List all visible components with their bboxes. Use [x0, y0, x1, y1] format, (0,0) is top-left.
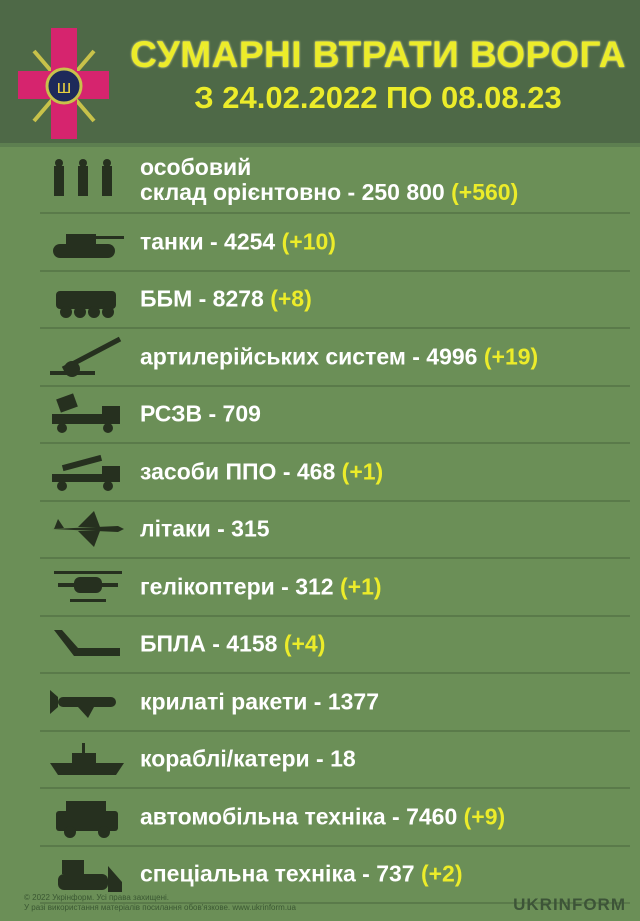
- mlrs-icon: [52, 393, 120, 434]
- loss-label: спеціальна техніка - 737 (+2): [140, 860, 463, 887]
- loss-label: артилерійських систем - 4996 (+19): [140, 344, 538, 369]
- loss-item: гелікоптери - 312 (+1): [40, 559, 630, 617]
- helicopter-icon: [54, 570, 122, 602]
- loss-delta: (+1): [339, 573, 382, 600]
- loss-count: РСЗВ - 709: [140, 400, 261, 427]
- loss-label: крилаті ракети - 1377: [140, 689, 379, 714]
- copyright: © 2022 Укрінформ. Усі права захищені. У …: [24, 893, 296, 913]
- loss-item: ББМ - 8278 (+8): [40, 272, 630, 329]
- loss-item: літаки - 315: [40, 502, 630, 559]
- loss-delta: (+19): [483, 343, 539, 370]
- loss-count: гелікоптери - 312: [140, 573, 334, 600]
- loss-label: гелікоптери - 312 (+1): [140, 574, 382, 599]
- loss-delta: (+1): [341, 458, 384, 485]
- copyright-line: © 2022 Укрінформ. Усі права захищені.: [24, 893, 169, 902]
- loss-label: засоби ППО - 468 (+1): [140, 459, 383, 484]
- apc-icon: [56, 291, 116, 319]
- loss-item: спеціальна техніка - 737 (+2): [40, 847, 630, 904]
- loss-label: танки - 4254 (+10): [140, 229, 336, 254]
- soldiers-icon: [54, 159, 112, 196]
- svg-text:ш: ш: [57, 77, 71, 97]
- loss-count: кораблі/катери - 18: [140, 745, 356, 772]
- loss-count: автомобільна техніка - 7460: [140, 803, 458, 830]
- loss-label: автомобільна техніка - 7460 (+9): [140, 804, 505, 829]
- loss-label: кораблі/катери - 18: [140, 745, 356, 772]
- jet-icon: [52, 511, 124, 548]
- usage-note: У разі використання матеріалів посилання…: [24, 903, 296, 912]
- loss-count: літаки - 315: [140, 515, 270, 542]
- loss-item: кораблі/катери - 18: [40, 732, 630, 789]
- artillery-icon: [50, 336, 122, 377]
- header: ш СУМАРНІ ВТРАТИ ВОРОГА З 24.02.2022 ПО …: [0, 0, 640, 147]
- loss-count: крилаті ракети - 1377: [140, 688, 379, 715]
- ukrinform-logo: UKRINFORM: [513, 895, 626, 914]
- loss-label: БПЛА - 4158 (+4): [140, 630, 326, 657]
- page-title: СУМАРНІ ВТРАТИ ВОРОГА: [130, 34, 626, 75]
- armed-forces-emblem-icon: ш: [18, 28, 109, 139]
- page-subtitle: З 24.02.2022 ПО 08.08.23: [194, 80, 562, 115]
- vehicle-icon: [56, 800, 118, 838]
- missile-icon: [50, 689, 116, 718]
- bulldozer-icon: [58, 860, 122, 893]
- losses-list: особовий склад орієнтовно - 250 800 (+560…: [0, 148, 640, 904]
- loss-count: спеціальна техніка - 737: [140, 860, 415, 887]
- loss-delta: (+4): [283, 630, 326, 657]
- loss-item: автомобільна техніка - 7460 (+9): [40, 789, 630, 847]
- loss-item: крилаті ракети - 1377: [40, 674, 630, 732]
- loss-label-line: особовий: [140, 154, 252, 180]
- loss-label: ББМ - 8278 (+8): [140, 285, 312, 312]
- drone-icon: [54, 630, 120, 657]
- loss-item: особовий склад орієнтовно - 250 800 (+560…: [40, 148, 630, 214]
- loss-delta: (+9): [463, 803, 506, 830]
- loss-delta: (+560): [451, 179, 519, 205]
- loss-count: склад орієнтовно - 250 800: [140, 179, 445, 205]
- loss-count: артилерійських систем - 4996: [140, 343, 478, 370]
- loss-label: літаки - 315: [140, 515, 270, 542]
- loss-item: засоби ППО - 468 (+1): [40, 444, 630, 502]
- tank-icon: [53, 233, 124, 258]
- loss-item: РСЗВ - 709: [40, 387, 630, 444]
- loss-count: БПЛА - 4158: [140, 630, 278, 657]
- loss-item: БПЛА - 4158 (+4): [40, 617, 630, 674]
- ship-icon: [50, 743, 124, 776]
- loss-delta: (+2): [420, 860, 463, 887]
- loss-delta: (+8): [270, 285, 312, 312]
- loss-label: РСЗВ - 709: [140, 400, 261, 427]
- loss-item: танки - 4254 (+10): [40, 214, 630, 272]
- loss-count: ББМ - 8278: [140, 285, 264, 312]
- loss-item: артилерійських систем - 4996 (+19): [40, 329, 630, 387]
- loss-count: танки - 4254: [140, 228, 276, 255]
- loss-label: особовий склад орієнтовно - 250 800 (+560…: [140, 155, 518, 205]
- loss-count: засоби ППО - 468: [140, 458, 336, 485]
- loss-delta: (+10): [281, 228, 336, 255]
- air-defense-icon: [52, 454, 120, 491]
